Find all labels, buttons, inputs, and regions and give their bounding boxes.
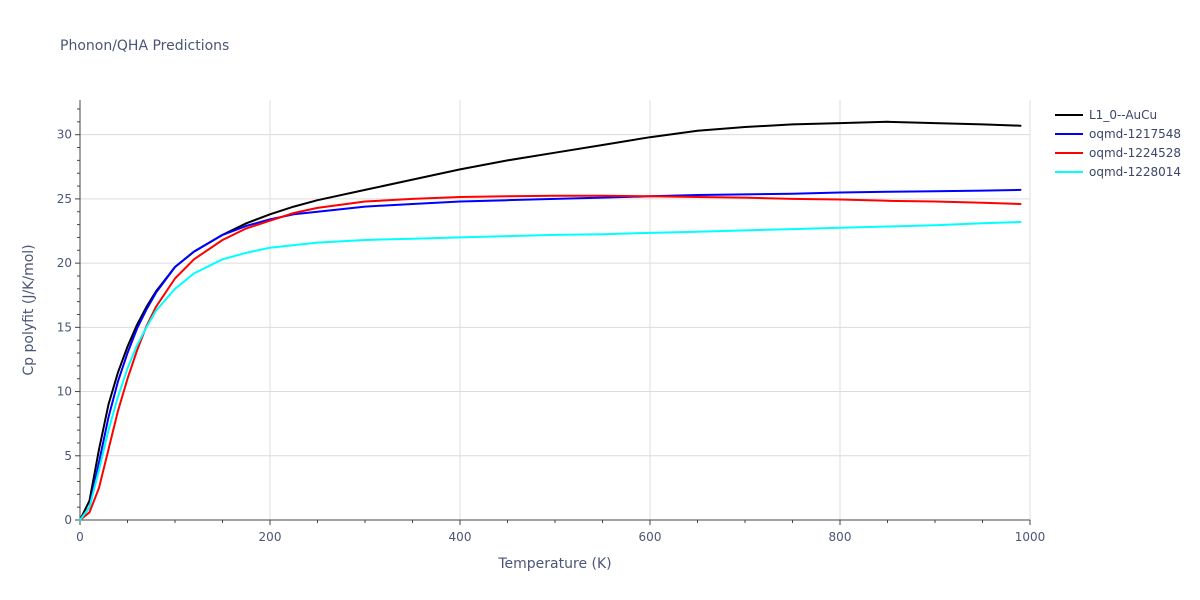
y-tick-label: 15 — [57, 320, 72, 334]
axis-layer — [75, 100, 1031, 525]
legend-item[interactable]: oqmd-1224528 — [1055, 146, 1181, 160]
y-tick-label: 30 — [57, 128, 72, 142]
legend-label: oqmd-1228014 — [1089, 165, 1181, 179]
legend-item[interactable]: oqmd-1228014 — [1055, 165, 1181, 179]
x-tick-label: 800 — [829, 530, 852, 544]
x-tick-label: 1000 — [1015, 530, 1046, 544]
x-tick-label: 600 — [639, 530, 662, 544]
y-tick-label: 10 — [57, 385, 72, 399]
grid-layer — [80, 100, 1031, 520]
chart-title: Phonon/QHA Predictions — [60, 38, 229, 54]
tick-labels: 0 200 400 600 800 1000 0 5 10 15 20 25 30 — [57, 128, 1046, 544]
x-axis-title: Temperature (K) — [497, 556, 611, 572]
legend-label: oqmd-1224528 — [1089, 146, 1181, 160]
legend-label: L1_0--AuCu — [1089, 108, 1157, 122]
y-tick-label: 0 — [64, 513, 72, 527]
y-tick-label: 25 — [57, 192, 72, 206]
y-tick-label: 20 — [57, 256, 72, 270]
legend-item[interactable]: oqmd-1217548 — [1055, 127, 1181, 141]
series-line-3 — [79, 194, 1022, 521]
series-line-4 — [79, 221, 1022, 521]
series-line-2 — [79, 188, 1022, 521]
legend[interactable]: L1_0--AuCu oqmd-1217548 oqmd-1224528 oqmd-1… — [1055, 108, 1181, 179]
series-line-1 — [79, 120, 1022, 521]
x-tick-label: 400 — [449, 530, 472, 544]
series-layer — [79, 120, 1022, 521]
y-tick-label: 5 — [64, 449, 72, 463]
y-axis-title: Cp polyfit (J/K/mol) — [21, 244, 37, 375]
legend-label: oqmd-1217548 — [1089, 127, 1181, 141]
x-tick-label: 200 — [259, 530, 282, 544]
x-tick-label: 0 — [76, 530, 84, 544]
legend-item[interactable]: L1_0--AuCu — [1055, 108, 1157, 122]
